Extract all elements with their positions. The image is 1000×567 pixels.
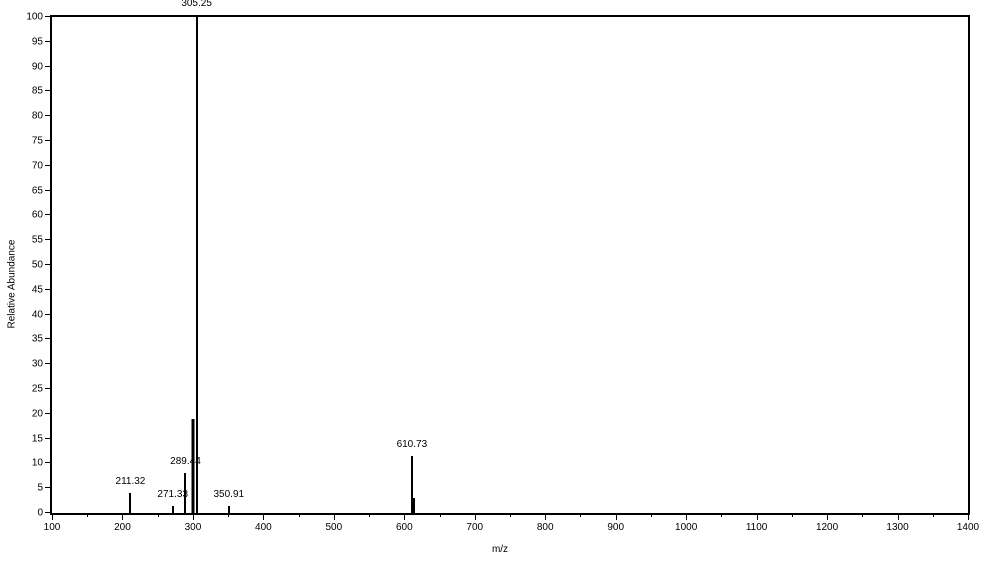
peak-label: 271.33 [157, 489, 188, 500]
x-tick [263, 513, 264, 520]
y-tick [45, 90, 52, 91]
y-tick [45, 41, 52, 42]
x-tick-label: 1000 [675, 522, 697, 533]
y-tick-label: 15 [32, 433, 43, 444]
x-minor-tick [933, 513, 934, 517]
x-tick-label: 900 [607, 522, 624, 533]
y-tick-label: 5 [37, 483, 43, 494]
x-tick [545, 513, 546, 520]
x-tick-label: 1200 [816, 522, 838, 533]
peak-label: 211.32 [116, 476, 146, 487]
y-tick [45, 289, 52, 290]
y-tick-label: 80 [32, 111, 43, 122]
x-minor-tick [440, 513, 441, 517]
x-tick-label: 100 [44, 522, 61, 533]
x-minor-tick [369, 513, 370, 517]
y-tick-label: 65 [32, 185, 43, 196]
x-tick-label: 300 [185, 522, 202, 533]
peak-label: 305.25 [181, 0, 212, 9]
x-tick-label: 400 [255, 522, 272, 533]
peak [196, 17, 198, 513]
y-tick [45, 487, 52, 488]
y-tick-label: 50 [32, 260, 43, 271]
x-tick-label: 1100 [746, 522, 768, 533]
x-tick [334, 513, 335, 520]
y-tick [45, 413, 52, 414]
y-tick-label: 75 [32, 136, 43, 147]
y-tick-label: 10 [32, 458, 43, 469]
x-axis-title: m/z [492, 544, 508, 555]
x-tick [827, 513, 828, 520]
peak [413, 498, 415, 513]
x-minor-tick [158, 513, 159, 517]
x-minor-tick [580, 513, 581, 517]
x-minor-tick [721, 513, 722, 517]
x-tick [122, 513, 123, 520]
y-tick-label: 20 [32, 408, 43, 419]
y-tick [45, 438, 52, 439]
y-tick-label: 85 [32, 86, 43, 97]
x-minor-tick [299, 513, 300, 517]
x-tick [475, 513, 476, 520]
peak [228, 506, 230, 513]
y-axis-title: Relative Abundance [7, 239, 18, 328]
y-tick [45, 66, 52, 67]
y-tick [45, 190, 52, 191]
y-tick [45, 462, 52, 463]
y-tick-label: 35 [32, 334, 43, 345]
x-tick-label: 1400 [957, 522, 979, 533]
y-tick [45, 512, 52, 513]
y-tick-label: 45 [32, 284, 43, 295]
x-tick-label: 500 [326, 522, 343, 533]
peak [191, 419, 194, 513]
y-tick-label: 100 [26, 12, 43, 23]
x-minor-tick [510, 513, 511, 517]
y-tick-label: 40 [32, 309, 43, 320]
x-tick-label: 600 [396, 522, 413, 533]
x-minor-tick [862, 513, 863, 517]
y-tick-label: 90 [32, 61, 43, 72]
plot-area: 0510152025303540455055606570758085909510… [52, 17, 968, 513]
y-tick [45, 165, 52, 166]
x-tick [193, 513, 194, 520]
x-tick [968, 513, 969, 520]
y-tick-label: 60 [32, 210, 43, 221]
x-tick [404, 513, 405, 520]
y-tick-label: 30 [32, 359, 43, 370]
x-tick [616, 513, 617, 520]
peak [172, 506, 174, 513]
peak [184, 473, 186, 513]
y-tick [45, 140, 52, 141]
peak-label: 350.91 [213, 489, 244, 500]
y-tick [45, 314, 52, 315]
x-tick [757, 513, 758, 520]
x-minor-tick [792, 513, 793, 517]
x-tick [898, 513, 899, 520]
x-tick [686, 513, 687, 520]
y-tick [45, 115, 52, 116]
y-tick [45, 388, 52, 389]
y-tick [45, 214, 52, 215]
y-tick-label: 95 [32, 36, 43, 47]
y-tick [45, 239, 52, 240]
mass-spectrum-chart: 0510152025303540455055606570758085909510… [50, 15, 970, 515]
peak-label: 610.73 [397, 439, 428, 450]
x-minor-tick [87, 513, 88, 517]
y-tick [45, 16, 52, 17]
y-tick-label: 70 [32, 160, 43, 171]
y-tick [45, 264, 52, 265]
y-tick-label: 25 [32, 384, 43, 395]
y-tick-label: 0 [37, 508, 43, 519]
x-tick-label: 700 [466, 522, 483, 533]
x-tick-label: 1300 [886, 522, 908, 533]
x-minor-tick [651, 513, 652, 517]
y-tick-label: 55 [32, 235, 43, 246]
peak [129, 493, 131, 513]
x-tick-label: 800 [537, 522, 554, 533]
x-minor-tick [228, 513, 229, 517]
y-tick [45, 338, 52, 339]
x-tick-label: 200 [114, 522, 131, 533]
x-tick [52, 513, 53, 520]
y-tick [45, 363, 52, 364]
